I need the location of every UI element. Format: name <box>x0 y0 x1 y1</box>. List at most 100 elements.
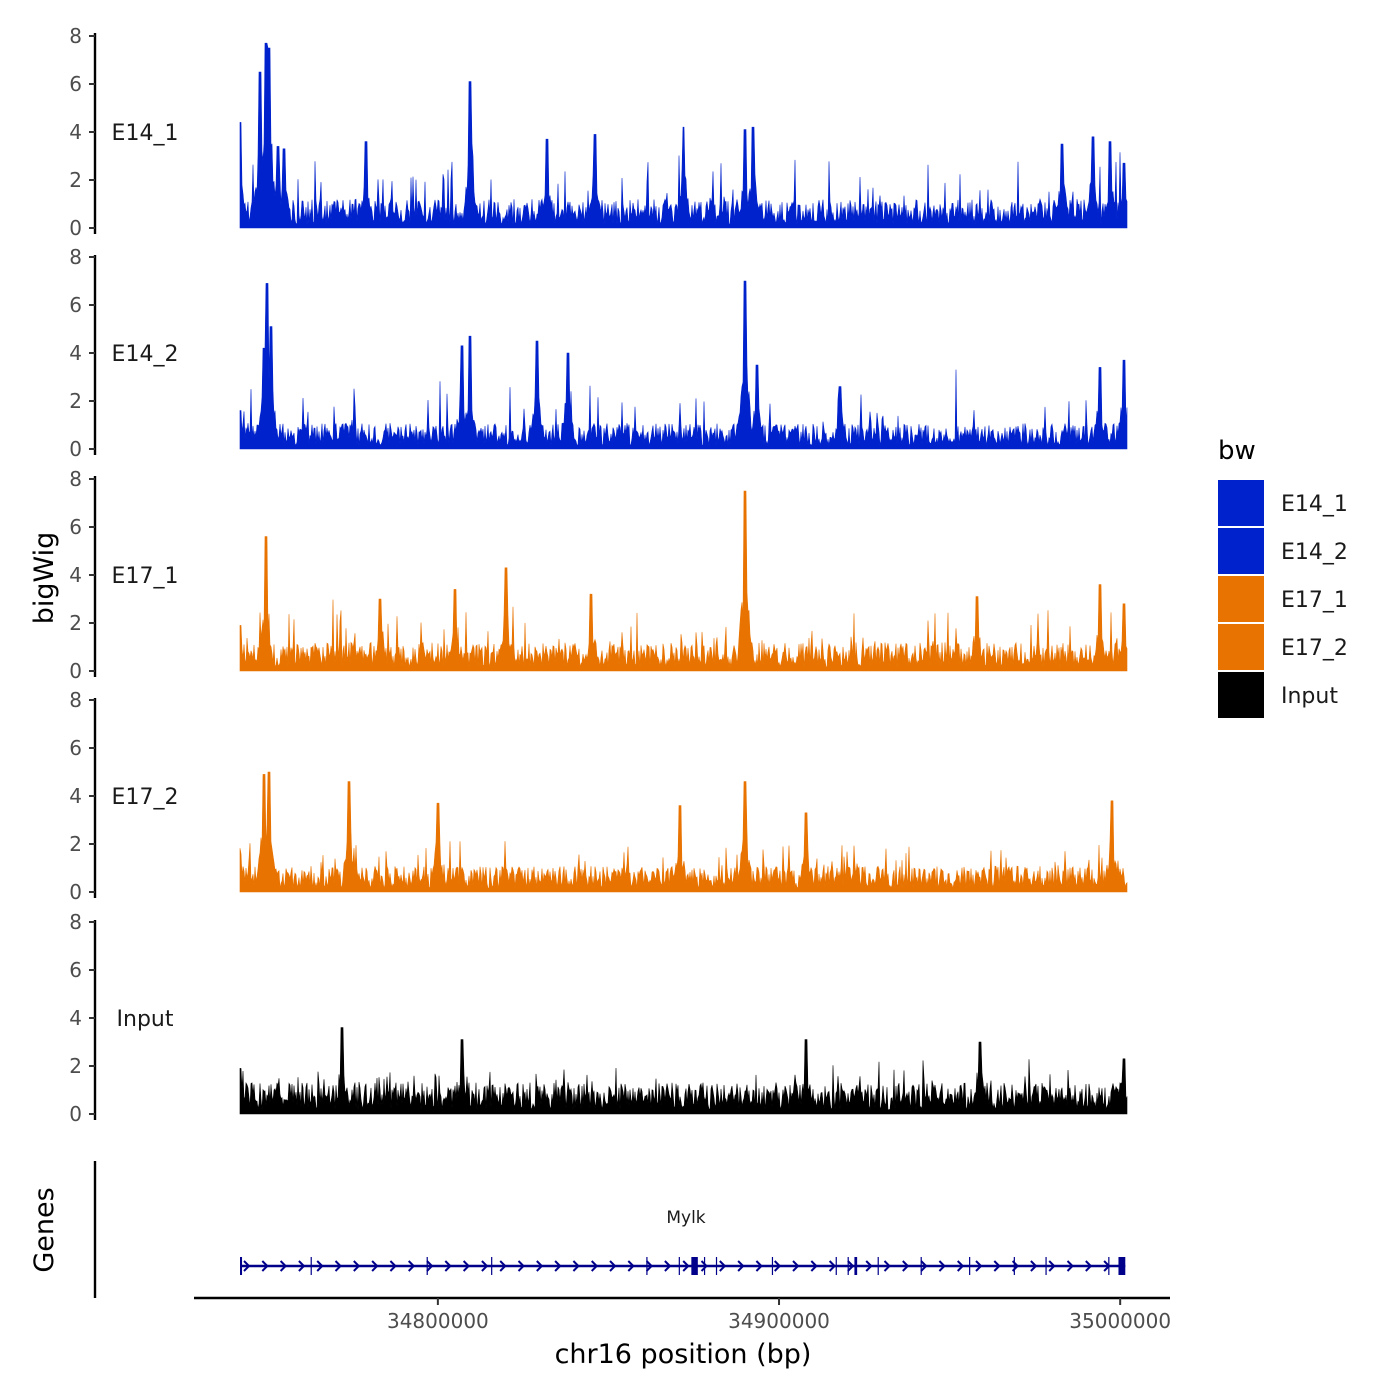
gene-exon <box>240 1257 243 1275</box>
y-tick-label: 4 <box>69 120 82 144</box>
coverage-area-e17-1 <box>239 490 1128 672</box>
strand-arrow <box>993 1260 1001 1272</box>
y-tick-label: 0 <box>69 659 82 683</box>
y-tick-label: 4 <box>69 341 82 365</box>
strand-arrow <box>828 1260 837 1272</box>
gene-name-label: Mylk <box>666 1208 705 1228</box>
y-tick-label: 6 <box>69 736 82 760</box>
strand-arrow <box>938 1260 946 1272</box>
strand-arrow <box>1085 1260 1093 1272</box>
genes-axis-title: Genes <box>29 1187 60 1272</box>
strand-arrow <box>920 1260 928 1272</box>
coverage-area-e14-2 <box>239 280 1128 450</box>
y-tick-label: 2 <box>69 832 82 856</box>
strand-arrow <box>334 1260 342 1272</box>
strand-arrow <box>590 1260 599 1272</box>
gene-exon <box>771 1257 774 1275</box>
strand-arrow <box>645 1260 654 1272</box>
legend-label: E14_1 <box>1281 492 1348 517</box>
gene-exon <box>310 1257 312 1275</box>
x-tick-label: 34900000 <box>728 1309 830 1333</box>
strand-arrow <box>261 1260 269 1272</box>
legend-swatch <box>1218 624 1264 670</box>
legend-swatch <box>1218 480 1264 526</box>
track-e14-1: 0 2 4 6 8 E14_1 <box>69 24 1128 240</box>
strand-arrow <box>755 1260 763 1272</box>
strand-arrow <box>865 1260 873 1272</box>
gene-exon <box>877 1257 879 1275</box>
gene-exon <box>835 1257 837 1275</box>
coverage-area-input <box>239 1027 1128 1115</box>
track-e14-2: 0 2 4 6 8 E14_2 <box>69 245 1128 461</box>
y-tick-label: 2 <box>69 168 82 192</box>
legend-title: bw <box>1218 436 1256 466</box>
strand-arrow <box>975 1260 983 1272</box>
coverage-area-e17-2 <box>239 771 1128 893</box>
gene-exon <box>969 1257 971 1275</box>
strand-arrow <box>700 1260 708 1272</box>
gene-exon <box>1108 1257 1110 1275</box>
y-tick-label: 0 <box>69 1102 82 1126</box>
gene-exon <box>426 1257 428 1275</box>
strand-arrow <box>536 1260 544 1272</box>
gene-exon <box>1013 1257 1015 1275</box>
y-tick-label: 4 <box>69 563 82 587</box>
legend-swatch <box>1218 528 1264 574</box>
strand-arrow <box>517 1260 525 1272</box>
strand-arrow <box>956 1260 965 1272</box>
track-label: Input <box>117 1007 174 1032</box>
coverage-area-e14-1 <box>239 42 1128 229</box>
strand-arrow <box>353 1260 361 1272</box>
strand-arrow <box>316 1260 324 1272</box>
y-tick-label: 0 <box>69 216 82 240</box>
y-tick-label: 2 <box>69 611 82 635</box>
strand-arrow <box>627 1260 635 1272</box>
strand-arrow <box>243 1260 251 1272</box>
strand-arrow <box>407 1260 416 1272</box>
x-tick-label: 34800000 <box>387 1309 489 1333</box>
track-input: 0 2 4 6 8 Input <box>69 910 1128 1126</box>
legend-label: Input <box>1281 684 1338 709</box>
legend-swatch <box>1218 672 1264 718</box>
x-tick-label: 35000000 <box>1069 1309 1171 1333</box>
legend-label: E14_2 <box>1281 540 1348 565</box>
track-label: E14_1 <box>112 121 179 146</box>
strand-arrow <box>462 1260 471 1272</box>
strand-arrow <box>389 1260 397 1272</box>
legend-label: E17_2 <box>1281 636 1348 661</box>
strand-arrow <box>773 1260 782 1272</box>
y-axis-title: bigWig <box>29 532 60 625</box>
y-tick-label: 0 <box>69 880 82 904</box>
strand-arrow <box>719 1260 727 1272</box>
strand-arrow <box>883 1260 891 1272</box>
y-tick-label: 2 <box>69 389 82 413</box>
gene-exon <box>1045 1257 1047 1275</box>
y-tick-label: 6 <box>69 72 82 96</box>
y-tick-label: 4 <box>69 784 82 808</box>
track-label: E17_2 <box>112 785 179 810</box>
gene-track-panel: Mylk <box>93 1161 1126 1298</box>
strand-arrow <box>1030 1260 1038 1272</box>
strand-arrow <box>554 1260 562 1272</box>
track-e17-2: 0 2 4 6 8 E17_2 <box>69 688 1128 904</box>
gene-exon <box>847 1257 849 1275</box>
track-label: E17_1 <box>112 564 179 589</box>
y-tick-label: 6 <box>69 293 82 317</box>
strand-arrow <box>371 1260 379 1272</box>
legend-label: E17_1 <box>1281 588 1348 613</box>
strand-arrow <box>279 1260 288 1272</box>
y-tick-label: 0 <box>69 437 82 461</box>
y-tick-label: 8 <box>69 245 82 269</box>
track-label: E14_2 <box>112 342 179 367</box>
y-tick-label: 8 <box>69 467 82 491</box>
y-tick-label: 8 <box>69 24 82 48</box>
x-axis: 34800000 34900000 35000000 <box>194 1296 1171 1333</box>
strand-arrow <box>737 1260 745 1272</box>
strand-arrow <box>902 1260 910 1272</box>
coverage-tracks: 0 2 4 6 8 E14_1 0 2 4 6 8 E14_2 0 2 4 6 8 E17_1 0 2 4 6 8 E17_2… <box>69 24 1128 1126</box>
strand-arrow <box>481 1260 489 1272</box>
strand-arrow <box>682 1260 690 1272</box>
x-axis-title: chr16 position (bp) <box>555 1339 812 1370</box>
y-tick-label: 6 <box>69 515 82 539</box>
y-tick-label: 2 <box>69 1054 82 1078</box>
